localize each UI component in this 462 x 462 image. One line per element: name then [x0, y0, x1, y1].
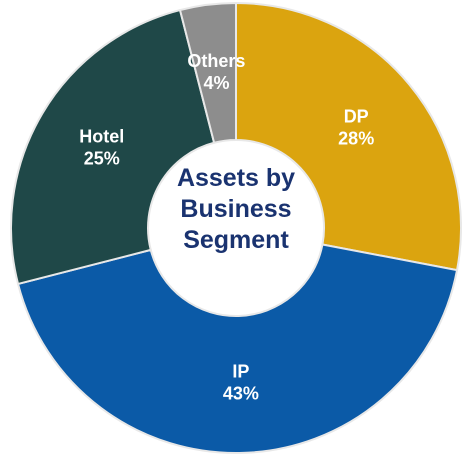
segment-label: IP	[232, 362, 249, 382]
donut-segment	[235, 1, 462, 272]
segment-label: Hotel	[79, 126, 124, 146]
donut-segment	[178, 1, 237, 144]
segment-value-label: 4%	[203, 73, 229, 93]
donut-segment	[16, 243, 459, 454]
segment-value-label: 43%	[223, 384, 259, 404]
segment-label: Others	[187, 51, 245, 71]
chart-title: Assets by Business Segment	[176, 164, 296, 254]
donut-segment	[10, 8, 216, 286]
segment-label: DP	[344, 106, 369, 126]
segment-value-label: 25%	[84, 148, 120, 168]
segment-value-label: 28%	[338, 128, 374, 148]
